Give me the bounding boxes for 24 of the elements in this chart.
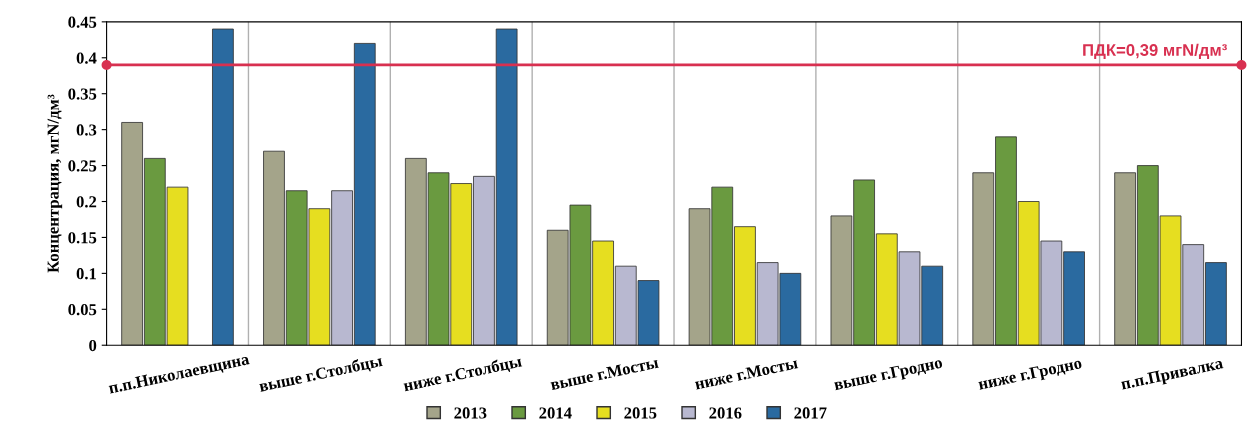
y-axis-title: Концентрация, мгN/дм³: [47, 94, 63, 273]
ref-line-label: ПДК=0,39 мгN/дм³: [1083, 43, 1227, 60]
y-tick-label: 0.35: [68, 88, 97, 100]
legend-label: 2017: [794, 407, 827, 419]
y-tick-label: 0.45: [68, 16, 97, 28]
y-tick-label: 0.3: [76, 124, 97, 136]
legend-label: 2014: [539, 407, 572, 419]
x-tick-label: выше г.Столбцы: [258, 354, 384, 395]
x-tick-label: выше г.Гродно: [833, 356, 944, 394]
y-tick-label: 0.15: [68, 232, 97, 244]
y-tick-label: 0.2: [76, 196, 97, 208]
legend-label: 2013: [454, 407, 487, 419]
bar: [212, 28, 234, 346]
x-tick-label: ниже г.Гродно: [977, 357, 1083, 394]
x-tick-label: ниже г.Мосты: [694, 357, 799, 390]
y-tick-label: 0: [89, 339, 97, 352]
y-tick-label: 0.05: [68, 304, 97, 316]
legend-label: 2015: [624, 407, 657, 419]
y-tick-label: 0.1: [76, 268, 97, 280]
x-tick-label: ниже г.Столбцы: [402, 354, 523, 395]
legend-label: 2016: [709, 407, 742, 419]
y-tick-label: 0.25: [68, 160, 97, 172]
y-tick-label: 0.4: [76, 52, 97, 64]
x-tick-label: выше г.Мосты: [549, 356, 659, 391]
